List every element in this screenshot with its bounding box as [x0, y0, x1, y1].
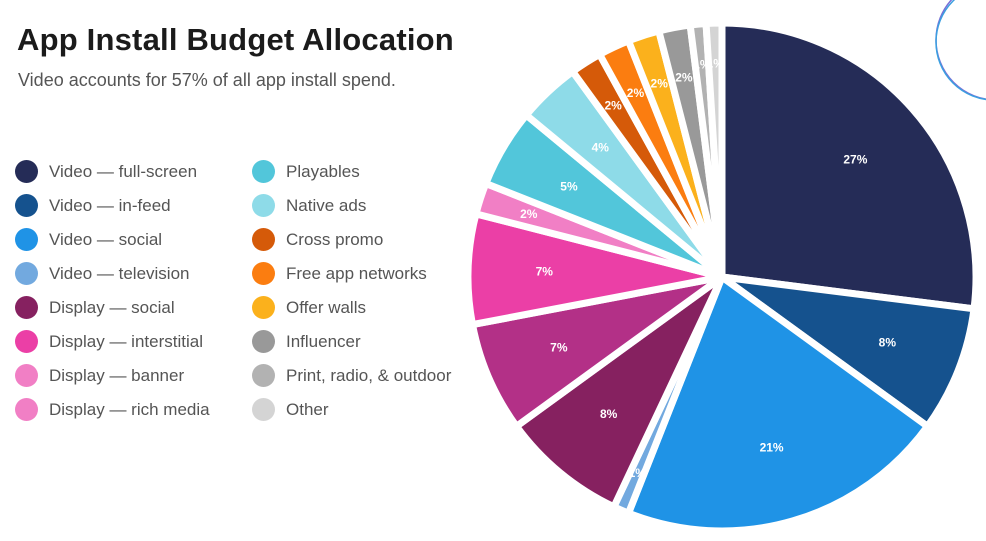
legend-label: Display — rich media: [49, 400, 210, 419]
pie-label-video-television: 1%: [629, 466, 647, 480]
legend-label: Display — banner: [49, 366, 185, 385]
legend-swatch: [15, 296, 38, 319]
pie-label-influencer: 2%: [675, 70, 693, 84]
legend-swatch: [252, 398, 275, 421]
pie-slice-display-social: [513, 273, 726, 511]
legend-swatch: [15, 398, 38, 421]
pie-label-video-social: 21%: [760, 441, 784, 455]
pie-label-print-radio-outdoor: 1%: [693, 58, 711, 72]
legend-swatch: [252, 194, 275, 217]
chart-subtitle: Video accounts for 57% of all app instal…: [18, 70, 396, 90]
pie-label-cross-promo: 2%: [604, 98, 622, 112]
legend-label: Offer walls: [286, 298, 366, 317]
legend-label: Cross promo: [286, 230, 384, 249]
legend-swatch: [15, 194, 38, 217]
pie-slices: [464, 19, 980, 535]
legend-label: Print, radio, & outdoor: [286, 366, 452, 385]
legend-swatch: [252, 330, 275, 353]
legend-swatch: [15, 160, 38, 183]
pie-label-display-rich-media: 2%: [520, 207, 538, 221]
legend-swatch: [15, 262, 38, 285]
pie-label-display-banner: 7%: [536, 264, 554, 278]
pie-label-other: 1%: [707, 57, 725, 71]
pie-label-video-in-feed: 8%: [879, 335, 897, 349]
legend-swatch: [252, 296, 275, 319]
legend-label: Video — in-feed: [49, 196, 171, 215]
legend-label: Free app networks: [286, 264, 427, 283]
decorative-arc: [935, 0, 986, 101]
pie-slice-video-social: [624, 273, 931, 535]
legend-swatch: [252, 228, 275, 251]
legend-swatch: [252, 160, 275, 183]
pie-label-offer-walls: 2%: [651, 77, 669, 91]
pie-label-display-interstitial: 7%: [550, 341, 568, 355]
legend-label: Video — television: [49, 264, 190, 283]
legend-swatch: [15, 364, 38, 387]
legend-label: Influencer: [286, 332, 361, 351]
legend-swatch: [15, 228, 38, 251]
decorative-arc-graphic: [935, 0, 986, 101]
pie-slice-other: [702, 19, 726, 281]
legend-label: Display — interstitial: [49, 332, 203, 351]
chart-title: App Install Budget Allocation: [17, 22, 454, 57]
legend-label: Video — full-screen: [49, 162, 198, 181]
legend-label: Playables: [286, 162, 360, 181]
pie-label-video-full-screen: 27%: [843, 152, 867, 166]
pie-labels: 27%8%21%1%8%7%7%2%5%4%2%2%2% 2%1%1%: [520, 57, 896, 480]
legend-swatch: [15, 330, 38, 353]
pie-label-native-ads: 4%: [592, 140, 610, 154]
pie-label-display-social: 8%: [600, 407, 618, 421]
legend-swatch: [252, 262, 275, 285]
pie-slice-video-full-screen: [718, 19, 980, 313]
legend-label: Native ads: [286, 196, 367, 215]
legend-label: Other: [286, 400, 329, 419]
legend-swatch: [252, 364, 275, 387]
legend-label: Video — social: [49, 230, 163, 249]
pie-label-playables: 5%: [560, 179, 578, 193]
legend-label: Display — social: [49, 298, 175, 317]
pie-slice-video-in-feed: [718, 273, 978, 430]
pie-label-free-app-networks: 2%: [627, 86, 645, 100]
